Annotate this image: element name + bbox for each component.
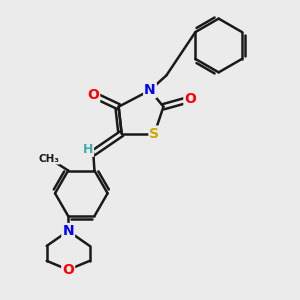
Text: S: S [149, 127, 160, 141]
Text: O: O [184, 92, 196, 106]
Text: O: O [87, 88, 99, 102]
Text: H: H [83, 143, 93, 156]
Text: CH₃: CH₃ [38, 154, 59, 164]
Text: O: O [62, 263, 74, 277]
Text: N: N [62, 224, 74, 238]
Text: N: N [144, 83, 156, 97]
